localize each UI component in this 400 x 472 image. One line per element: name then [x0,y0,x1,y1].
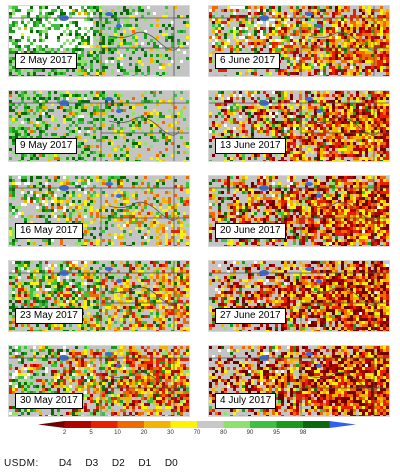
water-body [316,364,322,368]
boundary-line [308,31,380,51]
boundary-line [108,116,180,136]
boundary-line [108,286,180,306]
usdm-category-label: D4 [58,458,72,469]
legend-swatch [303,421,330,428]
legend-swatch [170,421,197,428]
legend-tick-label: 20 [140,430,148,436]
legend-swatch [64,421,91,428]
panel-date-label: 13 June 2017 [215,138,286,154]
water-body [105,12,113,16]
water-body [105,182,113,186]
boundary-line [308,201,380,221]
anomaly-cells [209,346,389,416]
water-body [116,24,122,28]
anomaly-map [209,346,389,416]
water-body [305,97,313,101]
panel-date-label: 9 May 2017 [15,138,78,154]
water-body [116,109,122,113]
water-body [105,97,113,101]
panel-date-label: 6 June 2017 [215,53,281,69]
water-body [105,352,113,356]
water-body [305,267,313,271]
boundary-line [308,116,380,136]
anomaly-map [209,6,389,76]
water-body [305,12,313,16]
legend-swatch [144,421,171,428]
panel-date-label: 30 May 2017 [15,393,83,409]
anomaly-map [209,91,389,161]
boundary-line [108,31,180,51]
legend-tick-label: 95 [273,430,280,436]
water-body [316,24,322,28]
legend-tick-label: 10 [114,430,121,436]
legend-swatch [117,421,144,428]
map-panel: 9 May 2017 [8,90,190,162]
usdm-category-label: D1 [138,458,152,469]
panel-date-label: 2 May 2017 [15,53,78,69]
legend-swatch [223,421,250,428]
legend-tick-label: 5 [89,430,93,436]
anomaly-map [9,91,189,161]
map-panel: 6 June 2017 [208,5,390,77]
anomaly-cells [209,261,389,331]
map-panel: 13 June 2017 [208,90,390,162]
water-body [105,267,113,271]
boundary-line [308,286,380,306]
panel-date-label: 20 June 2017 [215,223,286,239]
legend-tick-label: 98 [299,430,307,436]
map-panel: 23 May 2017 [8,260,190,332]
anomaly-cells [9,261,189,331]
panel-date-label: 23 May 2017 [15,308,83,324]
legend-swatch [276,421,303,428]
legend-swatch [38,421,65,428]
panel-date-label: 27 June 2017 [215,308,286,324]
usdm-category-label: D2 [111,458,125,469]
water-body [316,194,322,198]
boundary-line [108,371,180,391]
legend-tick-label: 70 [193,430,201,436]
boundary-line [108,201,180,221]
legend-swatch [329,421,356,428]
legend-tick-label: 2 [62,430,67,436]
usdm-category-label: D3 [85,458,99,469]
usdm-label: USDM: [4,458,39,469]
legend-swatch [250,421,277,428]
usdm-category-label: D0 [164,458,178,469]
panel-date-label: 16 May 2017 [15,223,83,239]
legend-swatch [197,421,224,428]
map-panel: 30 May 2017 [8,345,190,417]
map-panel: 20 June 2017 [208,175,390,247]
boundary-line [308,371,380,391]
water-body [305,182,313,186]
water-body [316,109,322,113]
color-legend: 2 5 10 20 30 70 80 90 95 98 USDM: D4 D3 D2 D1 D0 [0,418,400,472]
water-body [116,279,122,283]
map-panel: 4 July 2017 [208,345,390,417]
map-panel: 27 June 2017 [208,260,390,332]
water-body [116,194,122,198]
legend-tick-label: 90 [246,430,254,436]
panel-date-label: 4 July 2017 [215,393,277,409]
water-body [116,364,122,368]
map-panel: 2 May 2017 [8,5,190,77]
anomaly-cells [209,176,389,246]
water-body [305,352,313,356]
legend-tick-label: 30 [167,430,174,436]
legend-swatch [91,421,118,428]
legend-tick-label: 80 [220,430,227,436]
map-panel: 16 May 2017 [8,175,190,247]
legend-color-bar [38,421,356,428]
water-body [316,279,322,283]
anomaly-cells [9,6,189,76]
